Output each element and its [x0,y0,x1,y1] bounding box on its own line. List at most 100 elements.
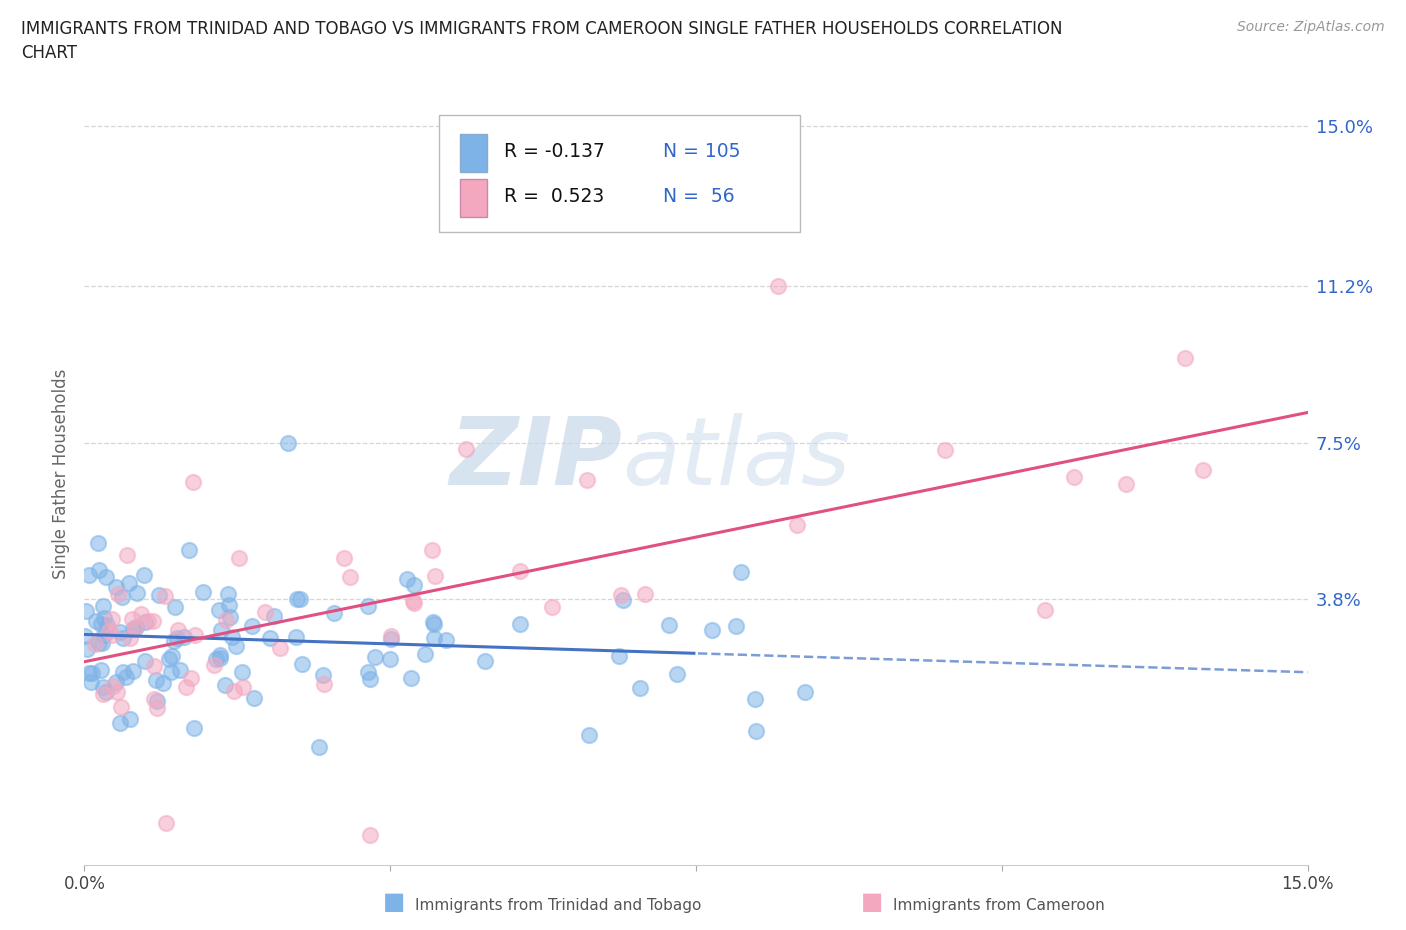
Point [730,565,752,579]
Point [380,632,402,647]
Text: ■: ■ [860,890,883,914]
Point [134,615,156,630]
Point [208,603,231,618]
Point [76,642,98,657]
Point [181,475,204,490]
Point [122,621,145,636]
FancyBboxPatch shape [439,115,800,232]
Text: Source: ZipAtlas.com: Source: ZipAtlas.com [1237,20,1385,34]
Text: CHART: CHART [21,44,77,61]
Point [80,666,103,681]
Point [77,666,100,681]
Point [177,542,200,557]
Point [111,590,134,604]
Point [173,630,195,644]
Point [578,727,600,742]
Text: N = 105: N = 105 [664,142,741,161]
Point [285,592,308,607]
Point [214,612,236,627]
Point [129,606,152,621]
Point [80,674,103,689]
Point [157,651,180,666]
Text: Immigrants from Cameroon: Immigrants from Cameroon [893,898,1105,913]
Point [359,828,381,843]
Point [77,567,100,582]
Point [218,597,240,612]
Point [766,279,789,294]
Point [254,604,277,619]
Point [191,585,214,600]
Point [169,662,191,677]
Point [332,551,354,565]
Point [1115,476,1137,491]
Point [269,641,291,656]
Point [700,622,723,637]
Point [87,563,110,578]
Point [509,616,531,631]
Point [402,578,425,592]
Point [142,658,165,673]
Point [359,671,381,686]
Point [146,701,169,716]
Point [162,633,184,648]
Point [136,614,159,629]
Text: IMMIGRANTS FROM TRINIDAD AND TOBAGO VS IMMIGRANTS FROM CAMEROON SINGLE FATHER HO: IMMIGRANTS FROM TRINIDAD AND TOBAGO VS I… [21,20,1063,38]
Point [101,628,124,643]
Point [339,569,361,584]
Text: ZIP: ZIP [450,413,623,505]
Point [357,664,380,679]
Point [259,631,281,645]
Point [108,624,131,639]
Point [205,651,228,666]
Point [312,668,335,683]
Point [115,548,138,563]
Point [125,585,148,600]
Text: atlas: atlas [623,413,851,504]
Point [422,615,444,630]
Point [107,586,129,601]
Point [110,699,132,714]
Point [628,680,651,695]
Point [290,591,312,606]
Point [218,610,240,625]
Point [105,684,128,699]
Point [364,650,387,665]
Point [89,636,111,651]
Point [1033,603,1056,618]
Point [83,636,105,651]
Point [112,665,135,680]
Point [145,694,167,709]
Point [420,542,443,557]
Point [612,592,634,607]
Point [174,679,197,694]
Point [97,624,120,639]
Point [786,517,808,532]
Point [277,435,299,450]
Point [124,619,146,634]
Point [183,720,205,735]
Point [413,647,436,662]
Point [634,587,657,602]
Point [142,614,165,629]
Point [202,658,225,672]
Point [120,631,142,645]
Text: R = -0.137: R = -0.137 [503,142,605,161]
Point [75,604,97,618]
Point [454,442,477,457]
Point [112,631,135,645]
Point [231,664,253,679]
Point [184,628,207,643]
Point [84,614,107,629]
Point [214,678,236,693]
Point [134,654,156,669]
Point [263,608,285,623]
Point [208,647,231,662]
Point [124,621,146,636]
Point [357,598,380,613]
Point [474,654,496,669]
Point [240,618,263,633]
Point [152,675,174,690]
Point [118,711,141,726]
Point [160,665,183,680]
Point [724,618,747,633]
